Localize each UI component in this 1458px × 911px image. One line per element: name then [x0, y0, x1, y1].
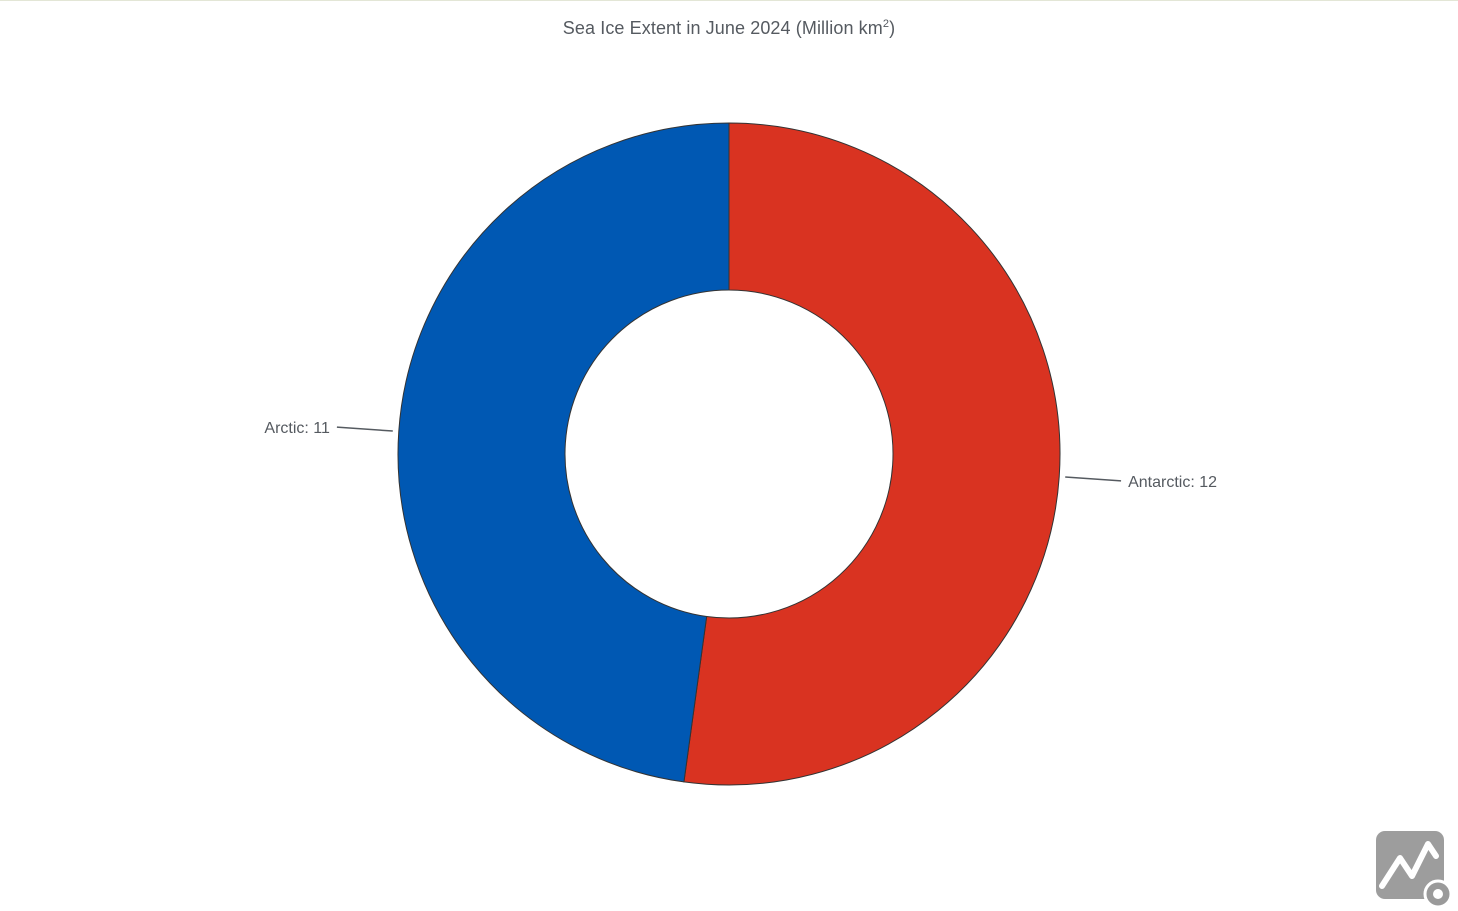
donut-slices	[397, 122, 1061, 786]
donut-slice-arctic[interactable]	[397, 122, 730, 783]
top-rule	[0, 0, 1458, 1]
chart-title-superscript: 2	[882, 18, 890, 30]
chart-app-logo-icon[interactable]	[1366, 828, 1458, 911]
chart-title-suffix: )	[889, 18, 896, 38]
chart-title: Sea Ice Extent in June 2024 (Million km2…	[0, 18, 1458, 39]
donut-slice-antarctic[interactable]	[683, 122, 1061, 786]
chart-title-text: Sea Ice Extent in June 2024 (Million km	[562, 18, 883, 38]
slice-label-arctic: Arctic: 11	[264, 420, 330, 437]
slice-labels: Antarctic: 12 Arctic: 11	[264, 420, 1217, 491]
leader-line-antarctic	[1065, 476, 1122, 482]
leader-line-arctic	[336, 426, 393, 432]
slice-label-antarctic: Antarctic: 12	[1128, 474, 1217, 491]
